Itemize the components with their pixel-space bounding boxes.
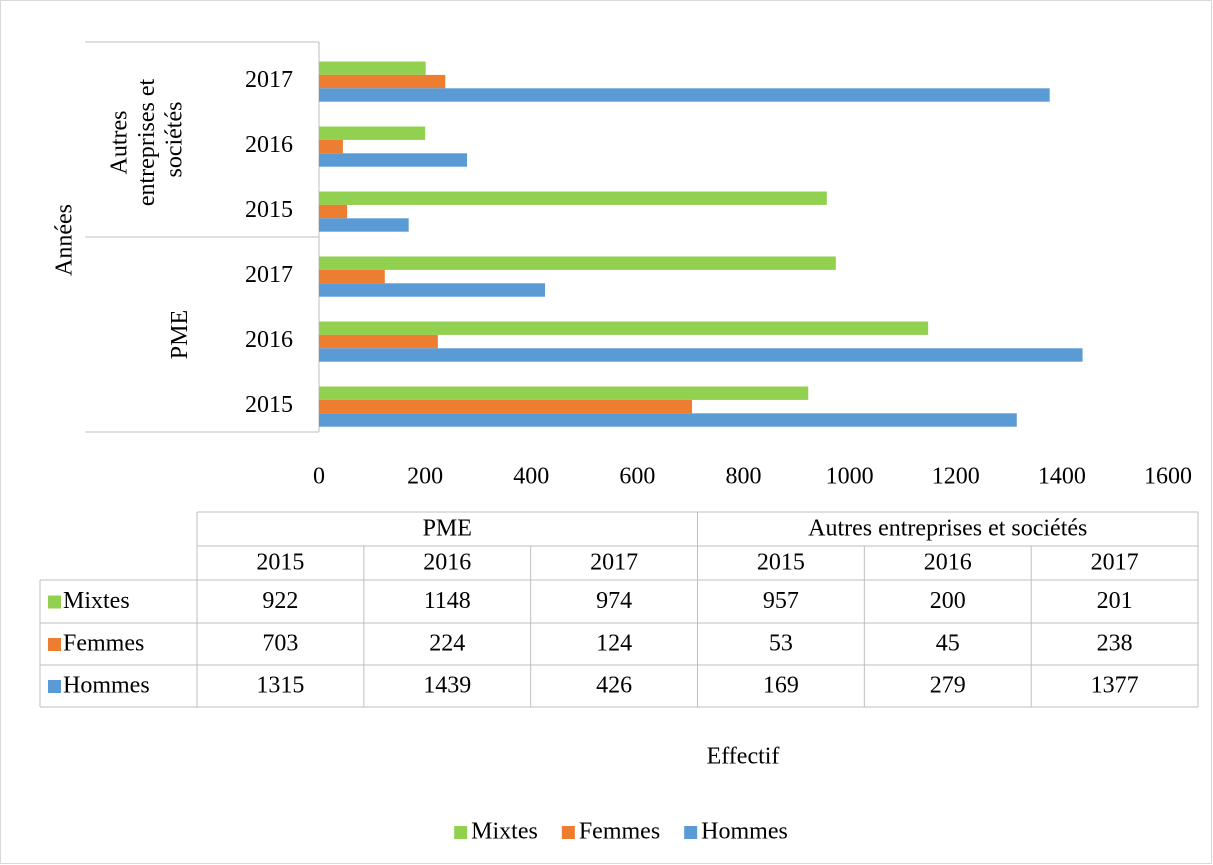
bar [319,386,809,400]
x-tick-label: 200 [407,464,443,490]
legend-key [684,826,698,839]
y-tick-label: 2015 [245,197,293,223]
table-cell: 279 [930,673,966,699]
table-cell: 124 [596,631,632,657]
table-group-header: Autres entreprises et sociétés [808,516,1087,542]
x-tick-label: 0 [313,464,325,490]
x-tick-label: 1000 [826,464,874,490]
bar [319,61,426,75]
category-group-label: PME [167,310,193,359]
legend-key [454,826,468,839]
table-cell: 1315 [256,673,304,699]
bar [319,74,446,89]
bar [319,399,693,414]
x-tick-label: 600 [619,464,655,490]
bar [319,191,827,205]
table-cell: 53 [769,631,793,657]
table-column-header: 2016 [924,550,972,576]
bar [319,139,343,154]
y-tick-label: 2017 [245,262,293,288]
table-cell: 45 [936,631,960,657]
bar [319,126,426,140]
x-tick-label: 1200 [932,464,980,490]
bar [319,269,385,284]
table-legend-key [48,680,61,693]
table-cell: 1148 [424,588,471,614]
table-row-header: Femmes [63,631,144,657]
table-cell: 201 [1097,588,1133,614]
table-row-header: Mixtes [63,588,130,614]
bar [319,256,836,270]
table-cell: 974 [596,588,632,614]
x-axis-title: Effectif [707,744,780,770]
bar [319,321,929,335]
legend-label: Femmes [579,819,660,845]
y-tick-label: 2016 [245,132,293,158]
table-column-header: 2016 [423,550,471,576]
legend-label: Hommes [701,819,788,845]
table-cell: 224 [429,631,465,657]
y-tick-label: 2015 [245,392,293,418]
bar [319,204,348,219]
table-legend-key [48,595,61,609]
x-tick-label: 1600 [1144,464,1192,490]
table-cell: 922 [262,588,298,614]
table-row-header: Hommes [63,673,150,699]
category-group-label: Autres entreprises et sociétés [106,73,187,206]
table-group-header: PME [423,516,472,542]
table-column-header: 2017 [1091,550,1139,576]
bar [319,283,546,297]
table-column-header: 2015 [256,550,304,576]
bar [319,153,468,167]
y-tick-label: 2016 [245,327,293,353]
table-legend-key [48,638,61,651]
legend-label: Mixtes [471,819,538,845]
x-tick-label: 400 [513,464,549,490]
legend-key [561,826,575,839]
bar [319,218,409,232]
table-cell: 1439 [423,673,471,699]
x-tick-label: 1400 [1038,464,1086,490]
table-cell: 238 [1097,631,1133,657]
table-cell: 200 [930,588,966,614]
y-tick-label: 2017 [245,67,293,93]
legend: Mixtes Femmes Hommes [454,819,788,845]
bar [319,334,438,349]
table-column-header: 2015 [757,550,805,576]
x-tick-label: 800 [726,464,762,490]
table-cell: 1377 [1091,673,1139,699]
table-cell: 703 [262,631,298,657]
table-cell: 169 [763,673,799,699]
table-cell: 957 [763,588,799,614]
table-cell: 426 [596,673,632,699]
bar [319,413,1017,427]
bar [319,348,1083,362]
bar [319,88,1050,102]
y-axis-title: Années [52,204,78,276]
table-column-header: 2017 [590,550,638,576]
